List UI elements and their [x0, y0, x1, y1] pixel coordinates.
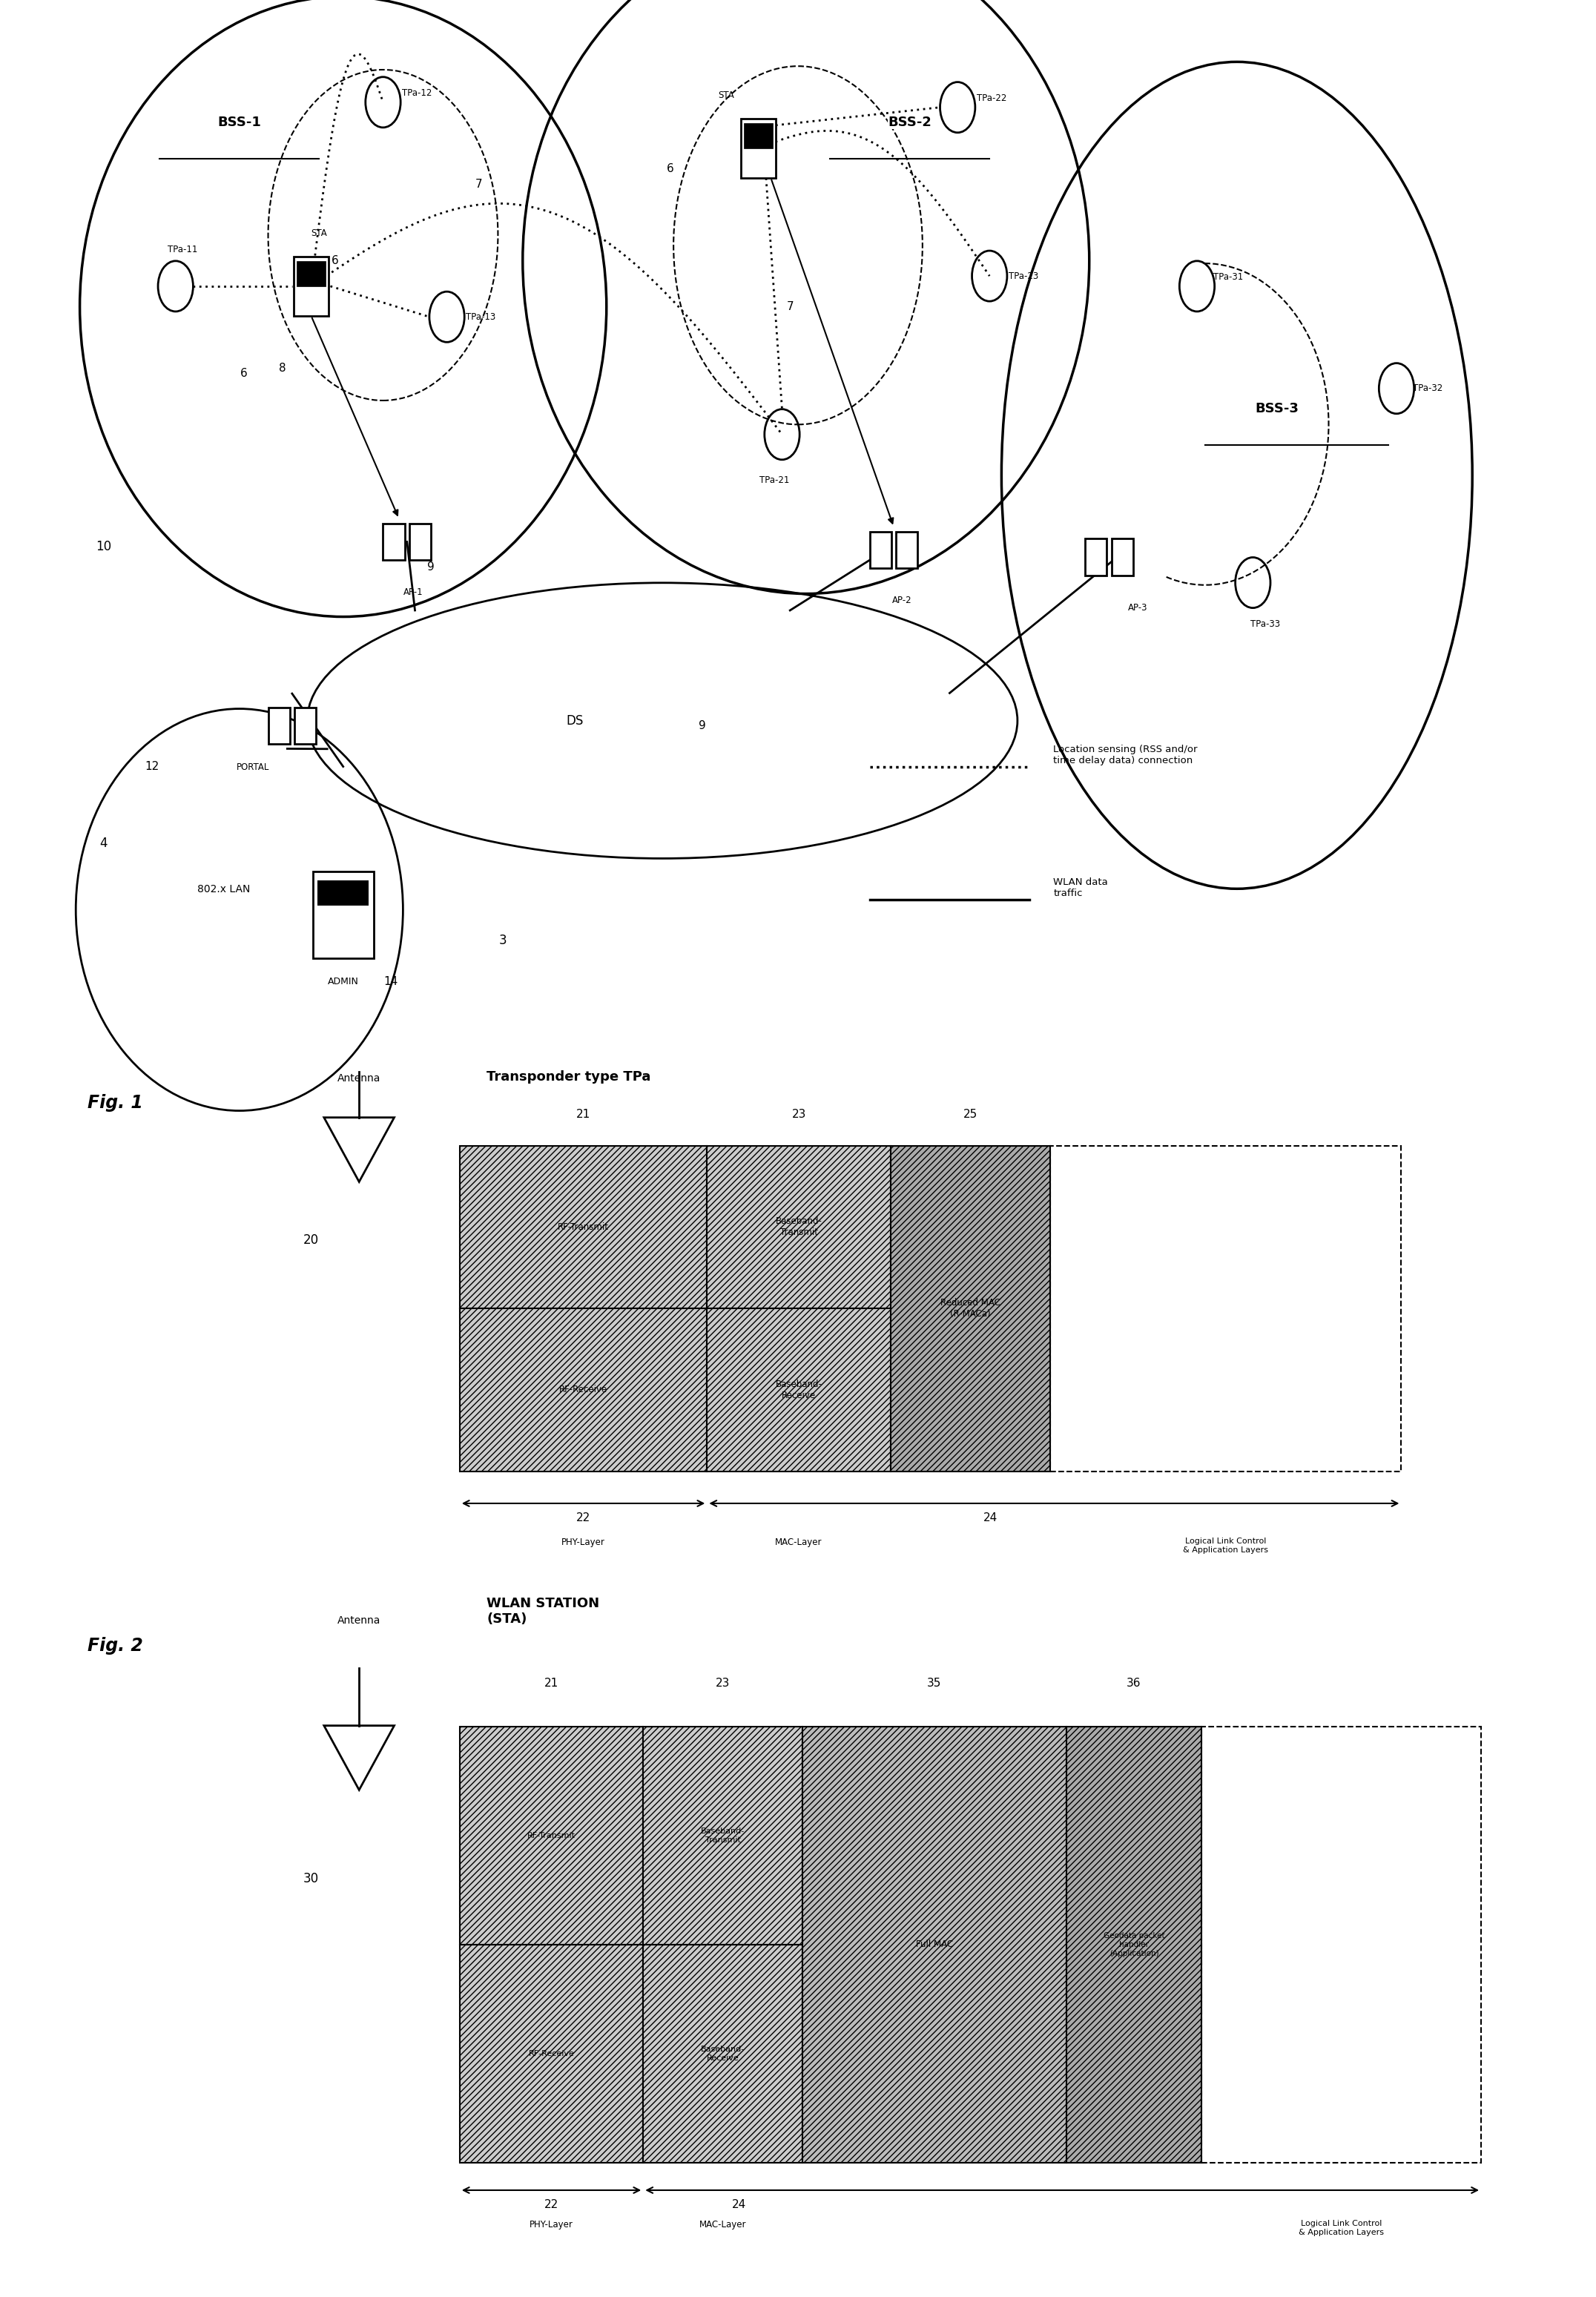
Text: 24: 24: [733, 2201, 745, 2210]
Text: 20: 20: [303, 1233, 319, 1247]
Bar: [383, 524, 405, 560]
Text: 7: 7: [787, 301, 793, 312]
Text: MAC-Layer: MAC-Layer: [699, 2219, 747, 2230]
Text: AP-3: AP-3: [1128, 604, 1148, 613]
Text: RF-Transmit: RF-Transmit: [557, 1222, 610, 1231]
Text: AP-2: AP-2: [892, 595, 911, 606]
Bar: [803, 1727, 1066, 2164]
Text: 21: 21: [544, 1677, 559, 1688]
Bar: [891, 1146, 1050, 1472]
Text: 6: 6: [332, 255, 338, 266]
Text: 6: 6: [667, 163, 674, 175]
Text: STA: STA: [718, 90, 734, 101]
Text: 10: 10: [96, 540, 112, 554]
Bar: [460, 1946, 643, 2164]
Text: 9: 9: [699, 721, 705, 730]
Text: ADMIN: ADMIN: [327, 976, 359, 985]
Text: 14: 14: [385, 976, 397, 988]
Bar: [294, 707, 316, 744]
Text: Baseband-
Receive: Baseband- Receive: [701, 2047, 745, 2063]
Text: PHY-Layer: PHY-Layer: [530, 2219, 573, 2230]
Text: TPa-33: TPa-33: [1251, 620, 1280, 629]
Text: 6: 6: [239, 368, 247, 379]
Text: Baseband-
Transmit: Baseband- Transmit: [701, 1828, 745, 1844]
Text: Full MAC: Full MAC: [916, 1941, 953, 1950]
Text: 21: 21: [576, 1109, 591, 1119]
Text: 35: 35: [927, 1677, 942, 1688]
Bar: [1202, 1727, 1481, 2164]
Bar: [643, 1727, 803, 1946]
Bar: [870, 531, 892, 567]
Text: BSS-2: BSS-2: [887, 115, 932, 129]
Bar: [409, 524, 431, 560]
Text: TPa-23: TPa-23: [1009, 271, 1039, 280]
Bar: [268, 707, 289, 744]
Text: 3: 3: [500, 933, 506, 946]
Text: 802.x LAN: 802.x LAN: [196, 884, 251, 894]
Text: 23: 23: [715, 1677, 731, 1688]
Text: Antenna: Antenna: [337, 1615, 381, 1626]
Text: MAC-Layer: MAC-Layer: [776, 1539, 822, 1548]
Text: Fig. 2: Fig. 2: [88, 1635, 144, 1654]
Bar: [707, 1146, 891, 1309]
Text: 25: 25: [964, 1109, 977, 1119]
Text: Location sensing (RSS and/or
time delay data) connection: Location sensing (RSS and/or time delay …: [1053, 744, 1197, 765]
Text: Logical Link Control
& Application Layers: Logical Link Control & Application Layer…: [1299, 2219, 1384, 2235]
Text: RF-Transmit: RF-Transmit: [527, 1833, 576, 1840]
Bar: [297, 262, 326, 287]
Text: TPa-32: TPa-32: [1412, 384, 1443, 393]
Text: Transponder type TPa: Transponder type TPa: [487, 1070, 651, 1084]
Text: 4: 4: [101, 836, 107, 850]
Bar: [1050, 1146, 1401, 1472]
Text: Logical Link Control
& Application Layers: Logical Link Control & Application Layer…: [1183, 1539, 1269, 1553]
Bar: [1111, 540, 1133, 577]
Text: Baseband-
Receive: Baseband- Receive: [776, 1380, 822, 1401]
Bar: [643, 1946, 803, 2164]
Text: 7: 7: [476, 179, 482, 191]
Text: RF-Receive: RF-Receive: [528, 2049, 575, 2058]
Text: TPa-31: TPa-31: [1213, 273, 1243, 283]
Text: 8: 8: [279, 363, 286, 374]
Bar: [313, 871, 373, 958]
Text: DS: DS: [567, 714, 583, 728]
Text: RF-Receive: RF-Receive: [559, 1385, 608, 1394]
Text: STA: STA: [311, 227, 327, 239]
Text: TPa-13: TPa-13: [466, 312, 496, 322]
Text: 9: 9: [428, 563, 434, 572]
Text: 30: 30: [303, 1872, 319, 1886]
Text: Fig. 1: Fig. 1: [88, 1093, 144, 1112]
Bar: [1085, 540, 1108, 577]
Bar: [318, 880, 369, 905]
Bar: [744, 124, 772, 149]
Text: TPa-22: TPa-22: [977, 94, 1007, 103]
Text: TPa-12: TPa-12: [402, 87, 433, 99]
Text: Reduced MAC
(R-MACa): Reduced MAC (R-MACa): [940, 1298, 1001, 1318]
Text: BSS-3: BSS-3: [1254, 402, 1299, 416]
Text: WLAN STATION
(STA): WLAN STATION (STA): [487, 1596, 600, 1626]
Text: 12: 12: [145, 760, 158, 772]
Text: BSS-1: BSS-1: [217, 115, 262, 129]
Text: 22: 22: [576, 1514, 591, 1523]
Text: Baseband-
Transmit: Baseband- Transmit: [776, 1217, 822, 1238]
Text: TPa-21: TPa-21: [760, 475, 788, 485]
Text: TPa-11: TPa-11: [168, 243, 198, 255]
Text: PORTAL: PORTAL: [236, 763, 270, 772]
Bar: [897, 531, 918, 567]
Text: Antenna: Antenna: [337, 1073, 381, 1084]
Text: 36: 36: [1127, 1677, 1141, 1688]
Bar: [1066, 1727, 1202, 2164]
Text: PHY-Layer: PHY-Layer: [562, 1539, 605, 1548]
Text: 23: 23: [792, 1109, 806, 1119]
Bar: [741, 119, 776, 179]
Text: 22: 22: [544, 2201, 559, 2210]
Text: WLAN data
traffic: WLAN data traffic: [1053, 877, 1108, 898]
Text: AP-1: AP-1: [404, 588, 423, 597]
Bar: [460, 1146, 707, 1309]
Bar: [294, 257, 329, 317]
Bar: [460, 1309, 707, 1472]
Text: Geodata packet
handler
(Application): Geodata packet handler (Application): [1103, 1932, 1165, 1957]
Bar: [707, 1309, 891, 1472]
Text: 24: 24: [983, 1514, 998, 1523]
Bar: [460, 1727, 643, 1946]
